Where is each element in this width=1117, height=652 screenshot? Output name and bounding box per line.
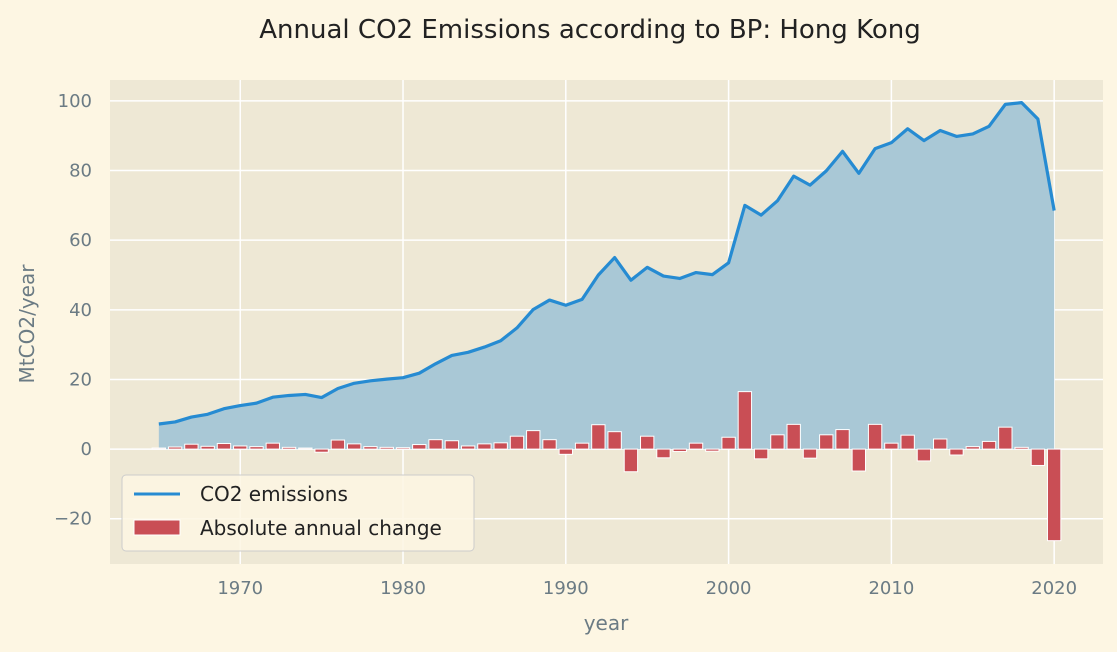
- annual-change-bar: [428, 439, 443, 450]
- annual-change-bar: [314, 448, 329, 453]
- y-tick-label: 40: [69, 300, 92, 321]
- annual-change-bar: [1046, 448, 1062, 542]
- chart-title: Annual CO2 Emissions according to BP: Ho…: [259, 15, 920, 45]
- legend: CO2 emissions Absolute annual change: [121, 474, 475, 552]
- emissions-area: [158, 102, 1055, 450]
- y-tick-label: 60: [69, 230, 92, 251]
- annual-change-bar: [558, 448, 573, 455]
- annual-change-bar: [916, 448, 932, 462]
- legend-bar-swatch: [133, 519, 181, 536]
- annual-change-bar: [509, 435, 525, 450]
- annual-change-bar: [1030, 448, 1046, 466]
- annual-change-bar: [477, 443, 492, 450]
- annual-change-bar: [379, 446, 394, 450]
- legend-label-emissions: CO2 emissions: [200, 482, 348, 506]
- annual-change-bar: [151, 447, 167, 450]
- annual-change-bar: [493, 442, 508, 450]
- annual-change-bar: [526, 430, 541, 450]
- annual-change-bar: [884, 442, 899, 450]
- annual-change-bar: [542, 439, 557, 450]
- annual-change-bar: [802, 448, 818, 459]
- annual-change-bar: [265, 442, 280, 450]
- annual-change-bar: [835, 429, 850, 450]
- annual-change-bar: [607, 431, 622, 450]
- annual-change-bar: [298, 447, 313, 450]
- emissions-line-layer: [158, 101, 1056, 426]
- annual-change-bar: [281, 446, 297, 450]
- x-tick-label: 2020: [1031, 578, 1077, 599]
- annual-change-bar: [721, 436, 736, 450]
- annual-change-bar: [998, 426, 1013, 450]
- annual-change-bar: [1014, 446, 1029, 450]
- x-tick-label: 1980: [380, 578, 426, 599]
- annual-change-bar: [167, 446, 183, 450]
- annual-change-bar: [933, 438, 948, 450]
- y-tick-label: 20: [69, 369, 92, 390]
- annual-change-bar: [672, 448, 687, 453]
- annual-change-bar: [705, 448, 720, 452]
- annual-change-bar: [591, 424, 606, 450]
- x-tick-label: 2010: [868, 578, 914, 599]
- annual-change-bar: [949, 448, 964, 456]
- annual-change-bar: [330, 439, 346, 450]
- annual-change-bar: [688, 442, 704, 450]
- y-tick-label: −20: [54, 509, 92, 530]
- x-tick-labels: 1970 1980 1990 2000 2010 2020: [217, 578, 1077, 599]
- annual-change-bar: [623, 448, 639, 473]
- annual-change-bar: [965, 446, 980, 450]
- annual-change-bar: [786, 423, 801, 450]
- x-tick-label: 1990: [543, 578, 589, 599]
- legend-label-annual-change: Absolute annual change: [200, 516, 442, 540]
- annual-change-bar: [200, 445, 215, 450]
- annual-change-bar: [363, 446, 378, 450]
- x-tick-label: 1970: [217, 578, 263, 599]
- annual-change-bar: [900, 434, 915, 450]
- annual-change-bar: [656, 448, 671, 459]
- annual-change-bar: [395, 447, 411, 450]
- annual-change-bar: [819, 434, 834, 450]
- annual-change-bar: [460, 445, 476, 450]
- annual-change-bars: [151, 391, 1062, 542]
- annual-change-bar: [640, 435, 655, 450]
- x-axis-label: year: [584, 611, 629, 635]
- y-tick-labels: −20 0 20 40 60 80 100: [54, 91, 92, 530]
- annual-change-bar: [184, 443, 199, 450]
- annual-change-bar: [867, 423, 883, 450]
- annual-change-bar: [216, 443, 232, 450]
- y-tick-label: 0: [81, 439, 92, 460]
- emissions-line: [158, 101, 1056, 426]
- annual-change-bar: [574, 442, 590, 450]
- y-tick-label: 80: [69, 161, 92, 182]
- annual-change-bar: [444, 440, 460, 450]
- legend-box: [121, 474, 475, 552]
- annual-change-bar: [249, 446, 264, 450]
- emissions-area-layer: [158, 102, 1055, 450]
- x-tick-label: 2000: [706, 578, 752, 599]
- annual-change-bar: [737, 391, 753, 450]
- y-axis-label: MtCO2/year: [15, 264, 39, 384]
- annual-change-bar: [412, 444, 427, 450]
- annual-change-bar: [347, 443, 362, 450]
- y-tick-label: 100: [58, 91, 92, 112]
- annual-change-bar: [851, 448, 866, 472]
- annual-change-bar: [753, 448, 769, 460]
- annual-change-bar: [981, 440, 997, 450]
- annual-change-bar: [770, 434, 785, 450]
- annual-change-bar: [233, 445, 248, 450]
